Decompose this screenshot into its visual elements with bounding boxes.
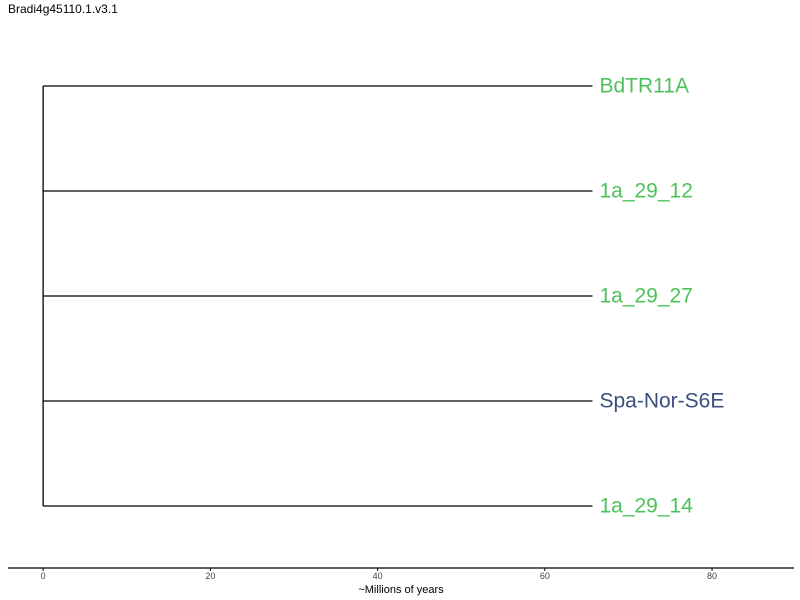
x-tick-label: 80 [707, 571, 717, 581]
x-axis-title: ~Millions of years [358, 584, 444, 596]
tip-label: BdTR11A [599, 75, 689, 98]
page-title: Bradi4g45110.1.v3.1 [8, 2, 118, 16]
tip-label: 1a_29_14 [599, 495, 693, 518]
tip-label: 1a_29_27 [599, 285, 692, 308]
tip-label: 1a_29_12 [599, 180, 692, 203]
x-tick-label: 60 [540, 571, 550, 581]
tip-label: Spa-Nor-S6E [599, 390, 724, 413]
x-tick-label: 40 [373, 571, 383, 581]
x-tick-label: 20 [205, 571, 215, 581]
x-tick-label: 0 [41, 571, 46, 581]
